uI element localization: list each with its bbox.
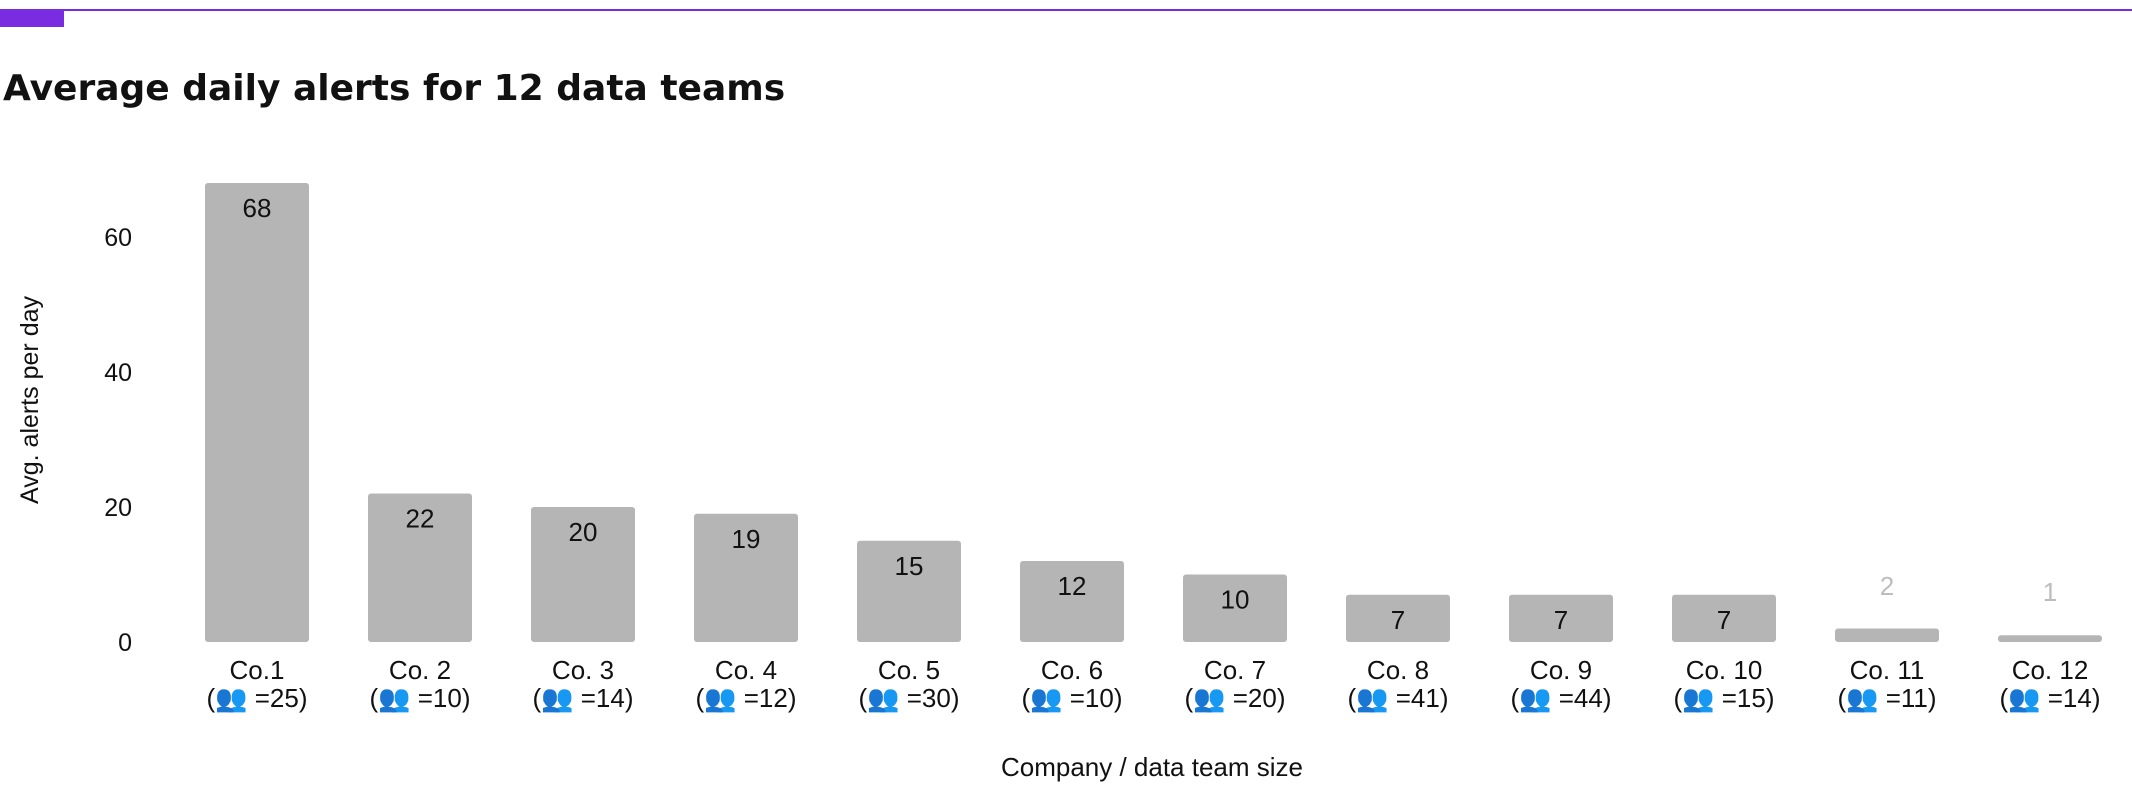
- team-size-label: (👥 =14): [1999, 683, 2100, 713]
- team-size-label: (👥 =10): [1021, 683, 1122, 713]
- y-axis-label: Avg. alerts per day: [16, 296, 44, 504]
- team-size-label: (👥 =15): [1673, 683, 1774, 713]
- x-tick-label: Co. 3: [552, 655, 614, 685]
- team-size-label: (👥 =20): [1184, 683, 1285, 713]
- x-tick-label: Co. 10: [1686, 655, 1763, 685]
- bar-data-label: 7: [1717, 605, 1731, 635]
- x-tick-label: Co.1: [230, 655, 285, 685]
- bar: [368, 493, 472, 642]
- y-axis-ticks: 0 20 40 60: [104, 224, 132, 657]
- y-tick-label: 0: [118, 629, 132, 657]
- x-tick-label: Co. 9: [1530, 655, 1592, 685]
- team-size-label: (👥 =14): [532, 683, 633, 713]
- team-size-label: (👥 =44): [1510, 683, 1611, 713]
- team-size-label: (👥 =25): [206, 683, 307, 713]
- bar-data-labels: 68 22 20 19 15 12 10 7 7 7 2 1: [243, 193, 2058, 635]
- bar-data-label: 10: [1221, 585, 1250, 615]
- bar-data-label: 22: [406, 504, 435, 534]
- bar: [531, 507, 635, 642]
- team-size-label: (👥 =11): [1837, 683, 1936, 713]
- x-tick-label: Co. 4: [715, 655, 777, 685]
- bar: [1346, 594, 1450, 642]
- y-tick-label: 60: [104, 224, 132, 252]
- top-accent-tab: [0, 9, 64, 27]
- x-axis-ticks: Co.1(👥 =25)Co. 2(👥 =10)Co. 3(👥 =14)Co. 4…: [206, 655, 2100, 713]
- x-tick-label: Co. 6: [1041, 655, 1103, 685]
- x-tick-label: Co. 12: [2012, 655, 2089, 685]
- x-tick-label: Co. 2: [389, 655, 451, 685]
- bar-data-label: 7: [1391, 605, 1405, 635]
- bar: [1672, 594, 1776, 642]
- bar: [1183, 574, 1287, 642]
- top-accent-rule: [0, 9, 2132, 11]
- x-tick-label: Co. 8: [1367, 655, 1429, 685]
- bar-data-label: 2: [1880, 571, 1894, 601]
- bar: [1998, 635, 2102, 642]
- x-tick-label: Co. 5: [878, 655, 940, 685]
- chart-title: Average daily alerts for 12 data teams: [3, 68, 786, 109]
- team-size-label: (👥 =12): [695, 683, 796, 713]
- bar-data-label: 1: [2043, 577, 2057, 607]
- bar: [205, 183, 309, 642]
- bar: [694, 513, 798, 642]
- x-tick-label: Co. 11: [1850, 655, 1925, 685]
- bar: [1509, 594, 1613, 642]
- bar-data-label: 19: [732, 524, 761, 554]
- bar: [1835, 628, 1939, 642]
- y-tick-label: 40: [104, 359, 132, 387]
- bar-data-label: 20: [569, 517, 598, 547]
- bar: [857, 540, 961, 642]
- bar-data-label: 15: [895, 551, 924, 581]
- x-axis-label: Company / data team size: [1001, 752, 1303, 782]
- team-size-label: (👥 =41): [1347, 683, 1448, 713]
- bar-data-label: 68: [243, 193, 272, 223]
- bars: [205, 183, 2102, 642]
- bar-data-label: 12: [1058, 571, 1087, 601]
- bar: [1020, 561, 1124, 642]
- team-size-label: (👥 =10): [369, 683, 470, 713]
- team-size-label: (👥 =30): [858, 683, 959, 713]
- bar-data-label: 7: [1554, 605, 1568, 635]
- y-tick-label: 20: [104, 494, 132, 522]
- x-tick-label: Co. 7: [1204, 655, 1266, 685]
